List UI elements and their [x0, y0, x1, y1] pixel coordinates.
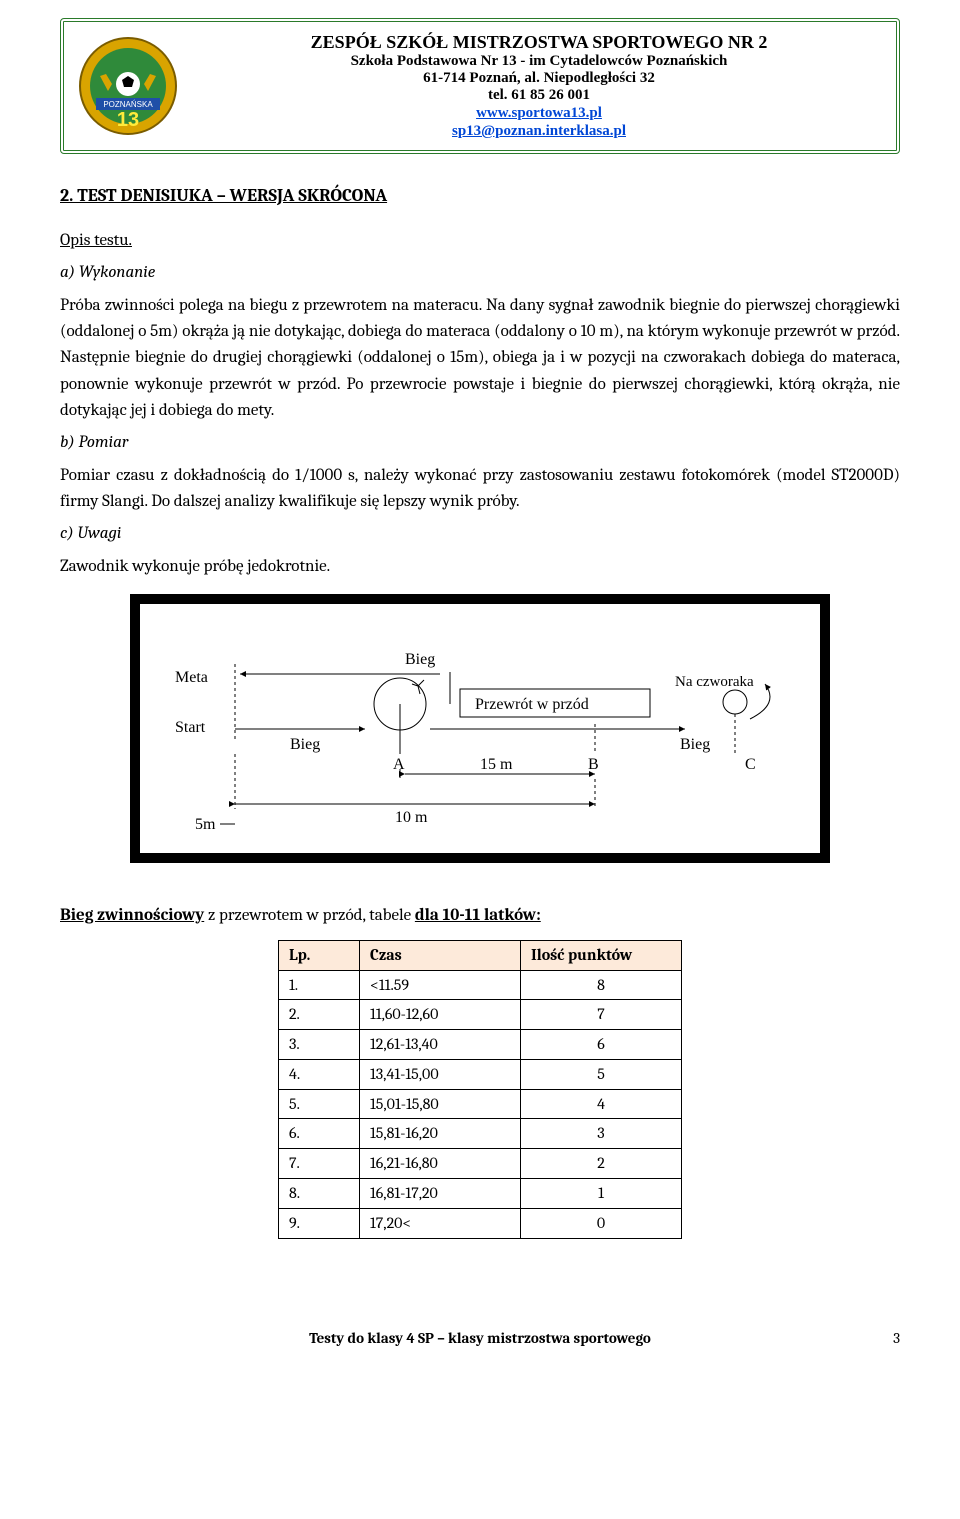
cell-lp: 1. [279, 970, 360, 1000]
diagram-A: A [393, 756, 405, 773]
cell-czas: 15,81-16,20 [360, 1119, 521, 1149]
diagram-start-label: Start [175, 719, 206, 736]
cell-pkt: 7 [521, 1000, 682, 1030]
cell-czas: 11,60-12,60 [360, 1000, 521, 1030]
diagram-przewrot: Przewrót w przód [475, 696, 589, 713]
diagram-czworaka: Na czworaka [675, 674, 754, 690]
content: 2. TEST DENISIUKA – WERSJA SKRÓCONA Opis… [60, 182, 900, 1239]
th-pkt: Ilość punktów [521, 940, 682, 970]
opis-label: Opis testu. [60, 228, 900, 254]
cell-lp: 6. [279, 1119, 360, 1149]
c-label: c) Uwagi [60, 521, 900, 547]
table-row: 7.16,21-16,802 [279, 1149, 682, 1179]
cell-czas: <11.59 [360, 970, 521, 1000]
th-czas: Czas [360, 940, 521, 970]
table-row: 4.13,41-15,005 [279, 1059, 682, 1089]
a-text: Próba zwinności polega na biegu z przewr… [60, 293, 900, 425]
cell-pkt: 2 [521, 1149, 682, 1179]
letterhead-line4: tel. 61 85 26 001 [196, 87, 882, 104]
cell-lp: 8. [279, 1179, 360, 1209]
logo-number: 13 [117, 109, 139, 131]
table-row: 5.15,01-15,804 [279, 1089, 682, 1119]
th-lp: Lp. [279, 940, 360, 970]
letterhead-text: ZESPÓŁ SZKÓŁ MISTRZOSTWA SPORTOWEGO NR 2… [196, 32, 882, 140]
diagram-meta-label: Meta [175, 669, 208, 686]
diagram-10m: 10 m [395, 809, 428, 826]
cell-pkt: 4 [521, 1089, 682, 1119]
table-row: 2.11,60-12,607 [279, 1000, 682, 1030]
letterhead: POZNAŃSKA 13 ZESPÓŁ SZKÓŁ MISTRZOSTWA SP… [60, 18, 900, 154]
table-row: 9.17,20<0 [279, 1208, 682, 1238]
diagram-B: B [588, 756, 599, 773]
cell-pkt: 5 [521, 1059, 682, 1089]
cell-czas: 16,81-17,20 [360, 1179, 521, 1209]
score-table: Lp. Czas Ilość punktów 1.<11.5982.11,60-… [278, 940, 682, 1239]
letterhead-link-web[interactable]: www.sportowa13.pl [476, 105, 602, 121]
diagram-C: C [745, 756, 756, 773]
page-number: 3 [893, 1329, 900, 1347]
diagram: Meta Start Bieg Bieg [130, 594, 830, 863]
cell-czas: 12,61-13,40 [360, 1030, 521, 1060]
table-row: 8.16,81-17,201 [279, 1179, 682, 1209]
table-row: 6.15,81-16,203 [279, 1119, 682, 1149]
cell-pkt: 8 [521, 970, 682, 1000]
table-row: 3.12,61-13,406 [279, 1030, 682, 1060]
section-heading: 2. TEST DENISIUKA – WERSJA SKRÓCONA [60, 182, 900, 210]
cell-lp: 7. [279, 1149, 360, 1179]
letterhead-link-mail[interactable]: sp13@poznan.interklasa.pl [452, 123, 626, 139]
footer-text: Testy do klasy 4 SP – klasy mistrzostwa … [309, 1329, 651, 1347]
diagram-bieg1: Bieg [290, 736, 320, 753]
diagram-5m: 5m [195, 816, 216, 833]
cell-pkt: 3 [521, 1119, 682, 1149]
table-title: Bieg zwinnościowy z przewrotem w przód, … [60, 903, 900, 929]
cell-pkt: 6 [521, 1030, 682, 1060]
cell-pkt: 1 [521, 1179, 682, 1209]
table-title-u2: dla 10-11 latków: [415, 906, 541, 925]
cell-lp: 2. [279, 1000, 360, 1030]
table-title-mid: z przewrotem w przód, tabele [204, 906, 415, 925]
logo-banner-text: POZNAŃSKA [103, 100, 153, 109]
cell-lp: 3. [279, 1030, 360, 1060]
b-text: Pomiar czasu z dokładnością do 1/1000 s,… [60, 463, 900, 516]
footer: Testy do klasy 4 SP – klasy mistrzostwa … [60, 1329, 900, 1347]
cell-pkt: 0 [521, 1208, 682, 1238]
diagram-bieg2: Bieg [680, 736, 710, 753]
letterhead-line1: ZESPÓŁ SZKÓŁ MISTRZOSTWA SPORTOWEGO NR 2 [196, 32, 882, 53]
table-title-u1: Bieg zwinnościowy [60, 906, 204, 925]
a-label: a) Wykonanie [60, 260, 900, 286]
diagram-bieg-top: Bieg [405, 651, 435, 668]
cell-lp: 5. [279, 1089, 360, 1119]
letterhead-line3: 61-714 Poznań, al. Niepodległości 32 [196, 70, 882, 87]
cell-lp: 4. [279, 1059, 360, 1089]
cell-lp: 9. [279, 1208, 360, 1238]
cell-czas: 16,21-16,80 [360, 1149, 521, 1179]
c-text: Zawodnik wykonuje próbę jedokrotnie. [60, 554, 900, 580]
diagram-15m: 15 m [480, 756, 513, 773]
cell-czas: 15,01-15,80 [360, 1089, 521, 1119]
letterhead-line2: Szkoła Podstawowa Nr 13 - im Cytadelowcó… [196, 53, 882, 70]
table-row: 1.<11.598 [279, 970, 682, 1000]
b-label: b) Pomiar [60, 430, 900, 456]
school-logo: POZNAŃSKA 13 [78, 36, 178, 136]
cell-czas: 17,20< [360, 1208, 521, 1238]
cell-czas: 13,41-15,00 [360, 1059, 521, 1089]
